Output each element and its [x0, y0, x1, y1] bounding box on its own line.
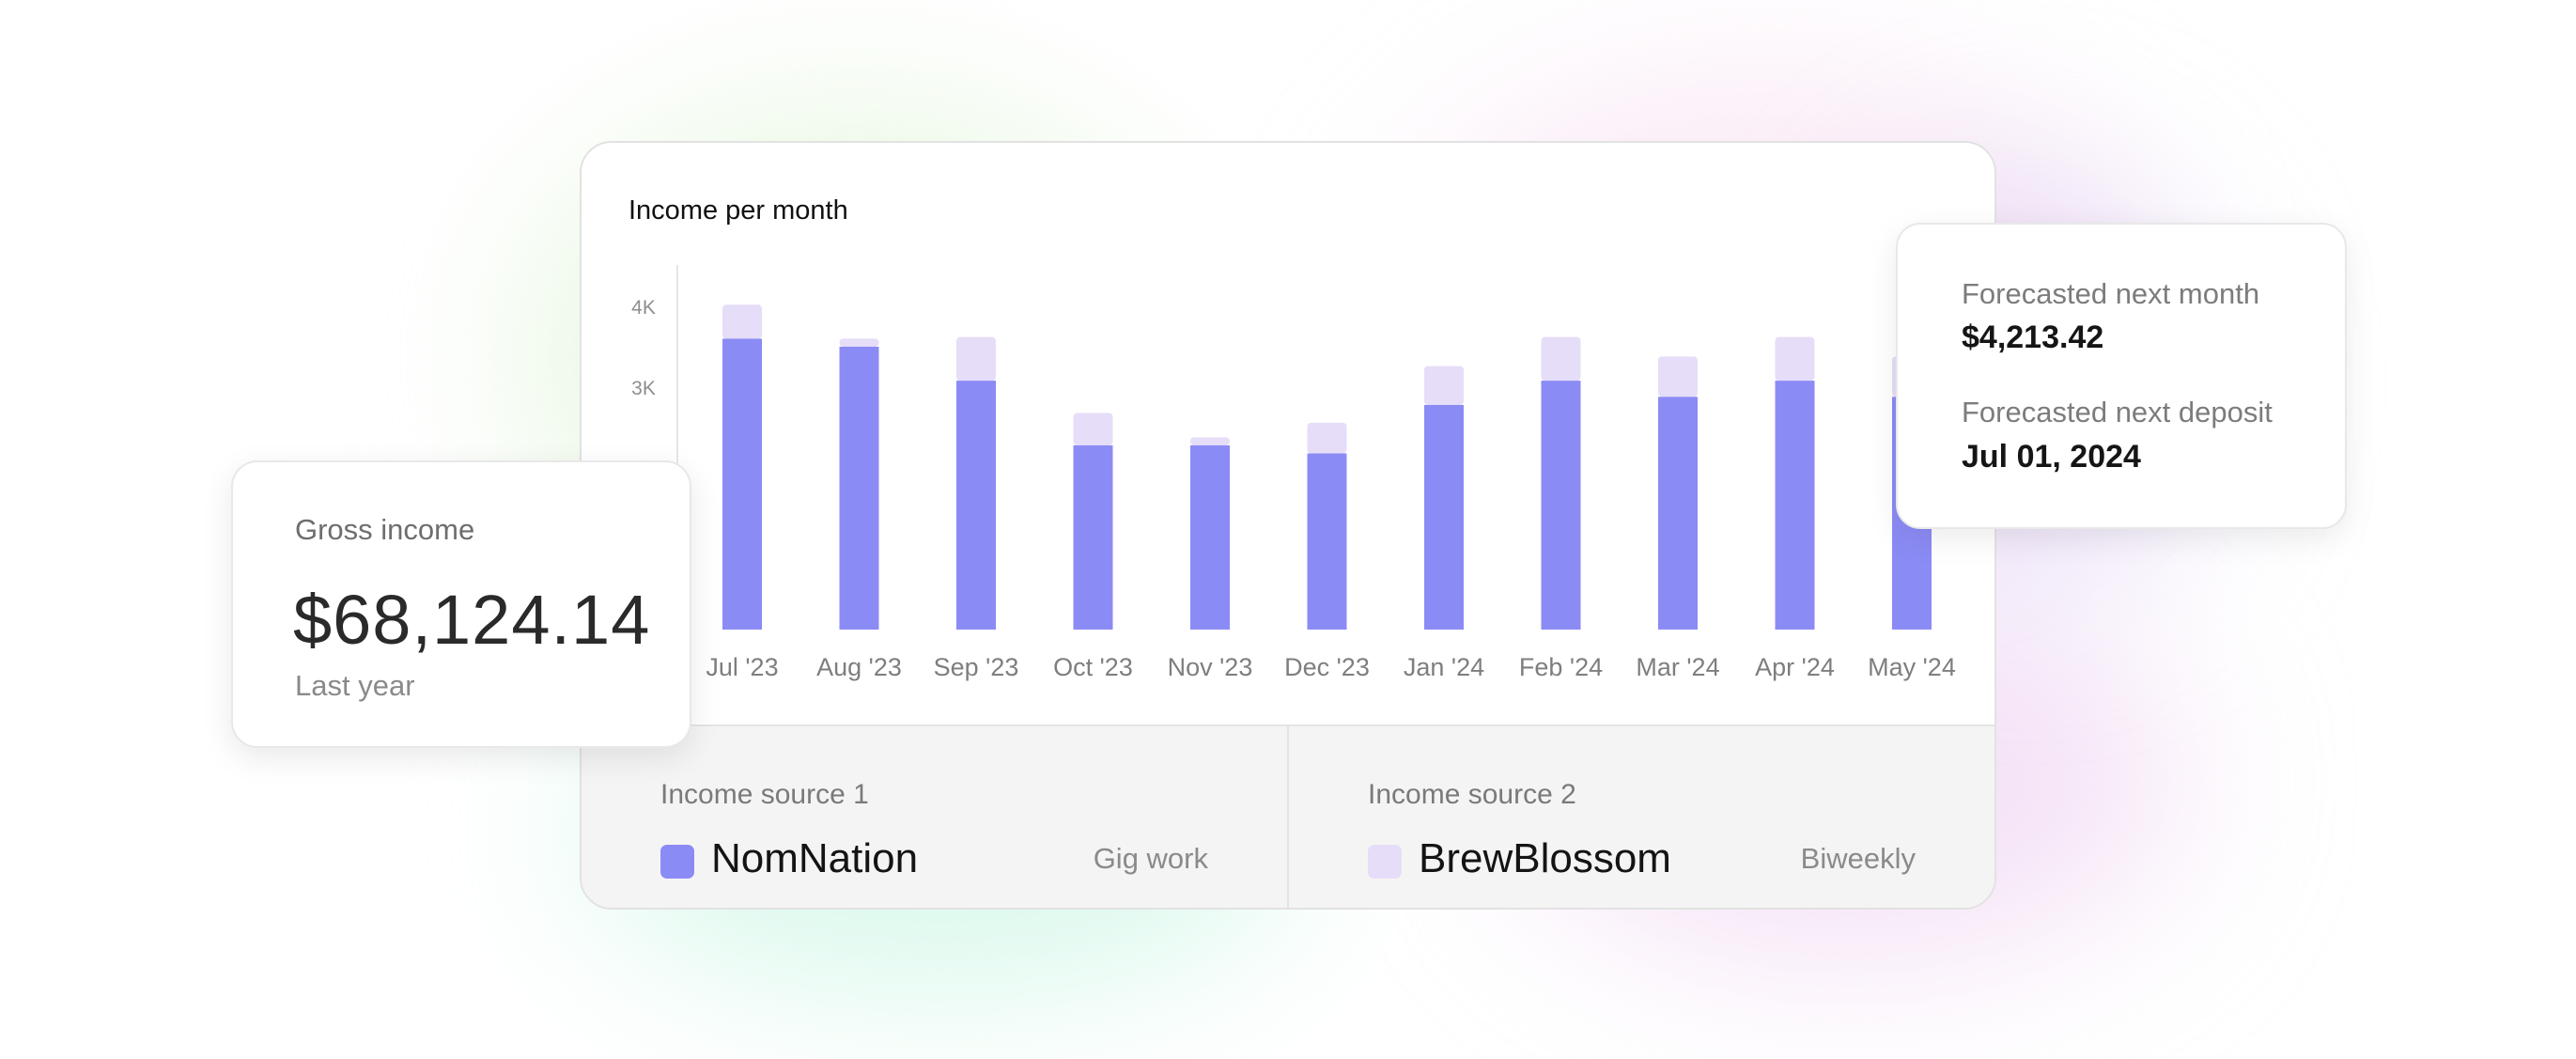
chart-title: Income per month [628, 195, 848, 226]
x-tick-label: Aug '23 [816, 653, 902, 681]
bar-nomnation [839, 347, 879, 630]
brewblossom-color-swatch [1368, 845, 1402, 879]
income-source-1[interactable]: Income source 1 NomNation Gig work [582, 726, 1287, 908]
y-tick-label: 4K [631, 297, 656, 319]
income-bar-chart: 3K 4K Jul '23 Aug '23 Sep '23 Oct '23 Nov '23 D… [631, 265, 1956, 681]
bar-brewblossom [1658, 356, 1698, 397]
forecast-card: Forecasted next month $4,213.42 Forecast… [1896, 223, 2347, 529]
income-source-type: Biweekly [1800, 842, 1916, 875]
income-source-name: NomNation [711, 835, 919, 881]
bar-nomnation [1073, 444, 1113, 630]
bar-nomnation [956, 381, 996, 630]
bar-nomnation [1307, 453, 1347, 630]
income-source-caption: Income source 1 [660, 779, 869, 810]
bar-brewblossom [1541, 336, 1581, 382]
forecast-next-deposit-label: Forecasted next deposit [1962, 396, 2273, 428]
income-source-2[interactable]: Income source 2 BrewBlossom Biweekly [1287, 726, 1994, 908]
bar-brewblossom [1307, 422, 1347, 454]
x-tick-label: Sep '23 [934, 653, 1019, 681]
bar-brewblossom [956, 336, 996, 382]
bar-nomnation [722, 338, 762, 630]
gross-income-title: Gross income [295, 513, 475, 546]
gross-income-value: $68,124.14 [293, 581, 651, 659]
income-sources-legend: Income source 1 NomNation Gig work Incom… [582, 724, 1994, 908]
bar-nomnation [1190, 444, 1230, 630]
forecast-next-month-label: Forecasted next month [1962, 277, 2260, 310]
x-tick-label: Oct '23 [1053, 653, 1133, 681]
bar-nomnation [1775, 381, 1815, 630]
bar-nomnation [1658, 397, 1698, 630]
bar-brewblossom [839, 338, 879, 347]
gross-income-card: Gross income $68,124.14 Last year [231, 460, 691, 748]
income-source-type: Gig work [1093, 842, 1208, 875]
bar-brewblossom [1073, 413, 1113, 445]
forecast-next-deposit-value: Jul 01, 2024 [1962, 439, 2141, 475]
bar-nomnation [1424, 404, 1464, 630]
bar-brewblossom [1775, 336, 1815, 382]
bar-nomnation [1541, 381, 1581, 630]
x-tick-label: May '24 [1868, 653, 1956, 681]
x-tick-label: Apr '24 [1755, 653, 1835, 681]
y-tick-label: 3K [631, 378, 656, 399]
nomnation-color-swatch [660, 845, 694, 879]
income-chart-card: Income per month 3K 4K Jul '23 Aug '23 Sep '… [580, 141, 1996, 910]
bar-brewblossom [1424, 366, 1464, 405]
x-tick-label: Jan '24 [1404, 653, 1484, 681]
bar-brewblossom [722, 304, 762, 339]
forecast-next-month-value: $4,213.42 [1962, 319, 2104, 355]
x-tick-label: Mar '24 [1636, 653, 1719, 681]
income-source-caption: Income source 2 [1368, 779, 1576, 810]
x-tick-label: Nov '23 [1168, 653, 1253, 681]
x-tick-label: Dec '23 [1284, 653, 1370, 681]
x-tick-label: Feb '24 [1519, 653, 1603, 681]
bar-brewblossom [1190, 437, 1230, 445]
x-tick-label: Jul '23 [706, 653, 778, 681]
gross-income-period: Last year [295, 669, 415, 702]
income-source-name: BrewBlossom [1419, 835, 1671, 881]
